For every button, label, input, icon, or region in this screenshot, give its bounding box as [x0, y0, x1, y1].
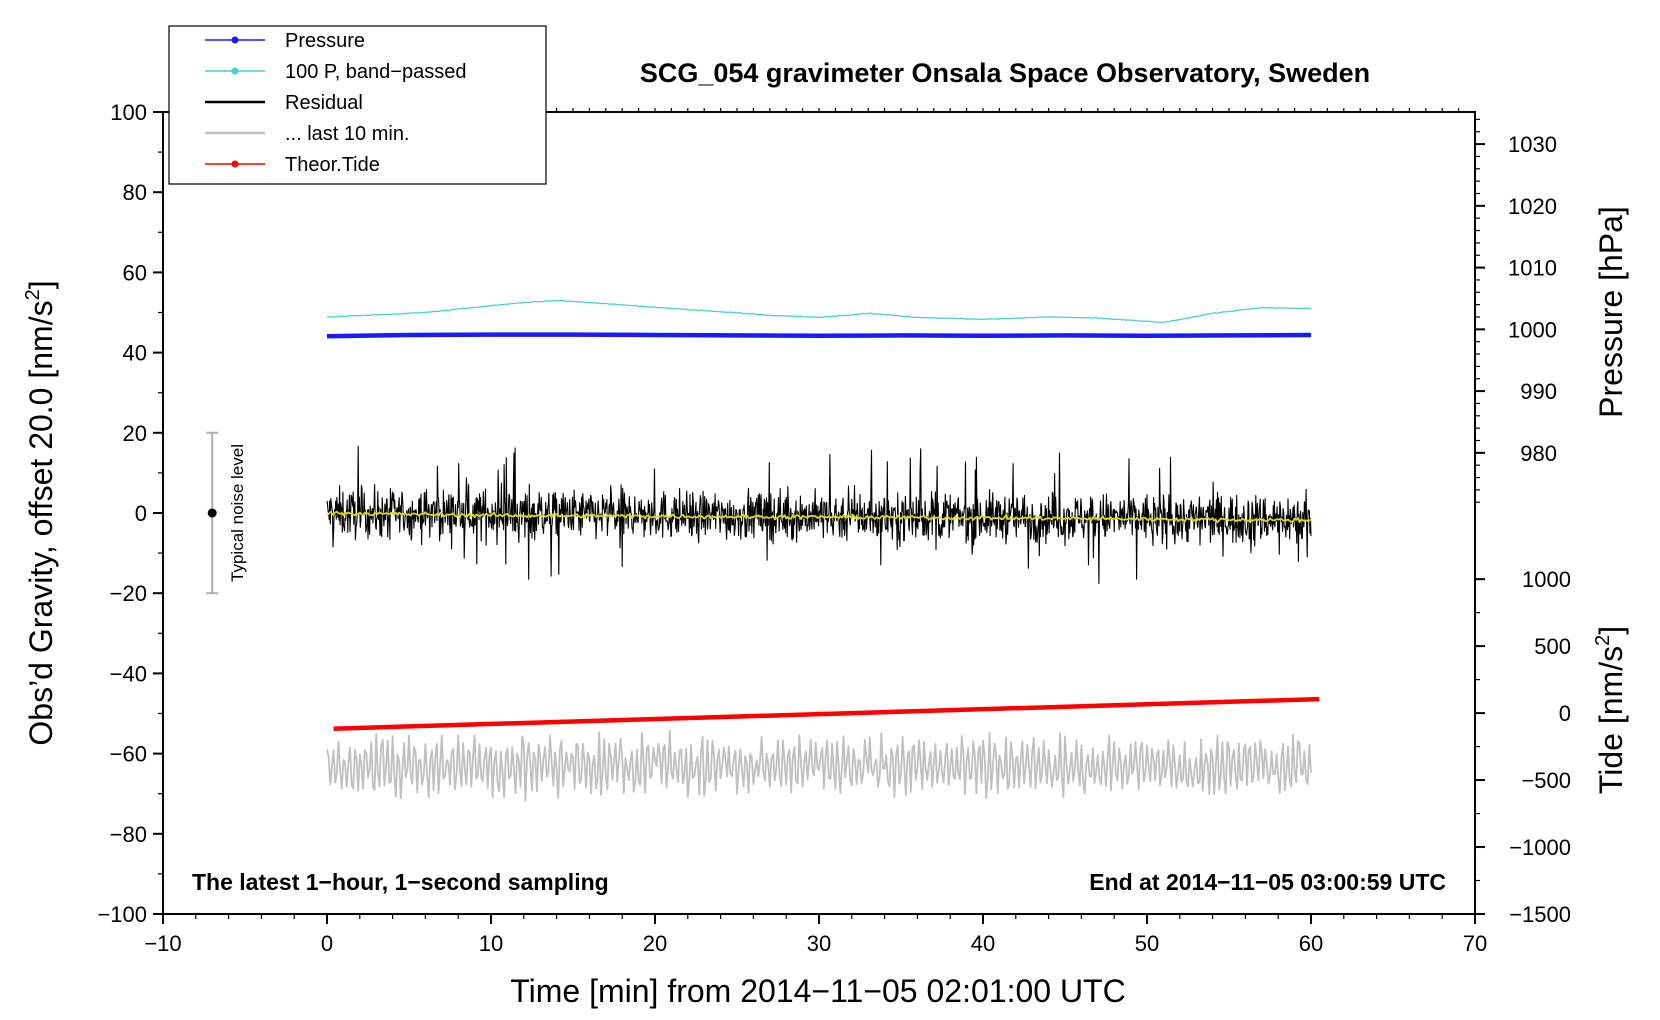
annotation-sampling: The latest 1−hour, 1−second sampling [192, 869, 609, 895]
axes-layer: −10 0 10 20 30 40 50 60 70−100−80−60−40−20020406… [97, 100, 1571, 956]
legend-label: Pressure [285, 30, 365, 52]
noise-center-dot [207, 508, 217, 518]
x-tick-label: 50 [1135, 931, 1159, 956]
tide-axis-title-sup: 2 [1592, 635, 1614, 646]
x-axis-title: Time [min] from 2014−11−05 02:01:00 UTC [510, 973, 1125, 1009]
x-tick-label: 0 [321, 931, 333, 956]
x-tick-label: −10 [144, 931, 181, 956]
y-tick-label: 20 [123, 421, 147, 446]
noise-indicator: Typical noise level [206, 431, 247, 595]
tide-tick-label: −500 [1521, 768, 1571, 793]
series-pressure [326, 332, 1312, 339]
tide-axis-title-main: Tide [nm/s [1593, 646, 1629, 794]
legend-label: Residual [285, 92, 363, 114]
y-axis-title-main: Obs’d Gravity, offset 20.0 [nm/s [23, 300, 59, 745]
legend-label: 100 P, band−passed [285, 61, 466, 83]
y-axis-title-sup: 2 [22, 289, 44, 300]
y-tick-label: 80 [123, 180, 147, 205]
x-tick-label: 40 [971, 931, 995, 956]
y-tick-label: −20 [110, 581, 147, 606]
y-tick-label: −40 [110, 661, 147, 686]
y-tick-label: 60 [123, 260, 147, 285]
pressure-tick-label: 1030 [1508, 132, 1557, 157]
legend-marker [231, 36, 239, 44]
pressure-tick-label: 980 [1520, 441, 1557, 466]
x-tick-label: 30 [807, 931, 831, 956]
y-tick-label: 40 [123, 341, 147, 366]
legend: Pressure 100 P, band−passed Residual ... la… [168, 25, 547, 185]
x-tick-label: 20 [643, 931, 667, 956]
y-tick-label: −80 [110, 822, 147, 847]
tide-tick-label: 500 [1534, 634, 1571, 659]
pressure-tick-label: 990 [1520, 379, 1557, 404]
tide-tick-label: 0 [1559, 701, 1571, 726]
legend-marker [231, 160, 239, 168]
x-tick-label: 60 [1299, 931, 1323, 956]
tide-tick-label: −1500 [1509, 902, 1571, 927]
y-tick-label: 0 [135, 501, 147, 526]
legend-box [168, 25, 547, 185]
chart-title: SCG_054 gravimeter Onsala Space Observat… [640, 58, 1370, 88]
tide-axis-title: Tide [nm/s2] [1592, 626, 1629, 794]
series-last-10-min [326, 729, 1312, 802]
pressure-tick-label: 1020 [1508, 194, 1557, 219]
legend-label: ... last 10 min. [285, 123, 410, 145]
noise-label: Typical noise level [228, 444, 247, 582]
legend-label: Theor.Tide [285, 154, 380, 176]
tide-tick-label: −1000 [1509, 835, 1571, 860]
y-tick-label: −60 [110, 742, 147, 767]
x-tick-label: 70 [1463, 931, 1487, 956]
series-theor-tide [333, 696, 1320, 731]
y-tick-label: −100 [97, 902, 147, 927]
series-residual-smoothed [326, 510, 1312, 524]
pressure-axis-title: Pressure [hPa] [1593, 206, 1629, 418]
pressure-tick-label: 1000 [1508, 317, 1557, 342]
tide-axis-title-end: ] [1593, 626, 1629, 635]
y-axis-title: Obs’d Gravity, offset 20.0 [nm/s2] [22, 280, 59, 745]
series-pressure-bandpassed [326, 299, 1312, 323]
series-layer [326, 299, 1320, 802]
y-tick-label: 100 [110, 100, 147, 125]
x-tick-label: 10 [479, 931, 503, 956]
pressure-tick-label: 1010 [1508, 256, 1557, 281]
y-axis-title-end: ] [23, 280, 59, 289]
annotation-end-time: End at 2014−11−05 03:00:59 UTC [1089, 869, 1446, 895]
legend-marker [231, 67, 239, 75]
tide-tick-label: 1000 [1522, 567, 1571, 592]
